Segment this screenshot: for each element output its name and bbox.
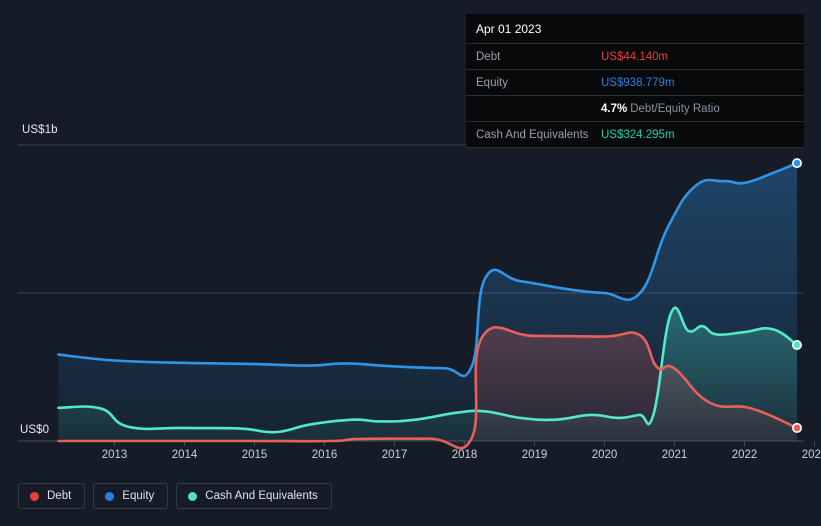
legend-label: Cash And Equivalents [205, 490, 318, 502]
tooltip-cash-label: Cash And Equivalents [476, 128, 589, 141]
legend-label: Debt [47, 490, 72, 502]
tooltip-date: Apr 01 2023 [466, 14, 804, 44]
legend-dot-icon [105, 491, 115, 501]
tooltip-ratio-label: Debt/Equity Ratio [630, 102, 720, 115]
legend-label: Equity [122, 490, 155, 502]
tooltip-equity-value: US$938.779m [601, 76, 675, 89]
legend-item-equity[interactable]: Equity [93, 483, 169, 509]
tooltip-ratio: 4.7% Debt/Equity Ratio [601, 103, 720, 115]
x-axis-tick-2023: 2023 [801, 449, 821, 461]
x-axis-tick-2013: 2013 [101, 449, 128, 461]
tooltip-row-equity: Equity US$938.779m [466, 70, 804, 96]
x-axis-tick-2022: 2022 [731, 449, 758, 461]
y-axis-top-label: US$1b [22, 124, 58, 136]
legend-item-debt[interactable]: Debt [18, 483, 86, 509]
legend-dot-icon [188, 491, 198, 501]
chart-tooltip: Apr 01 2023 Debt US$44.140m Equity US$93… [466, 14, 804, 148]
tooltip-row-ratio: 4.7% Debt/Equity Ratio [466, 96, 804, 122]
x-axis-tick-2021: 2021 [661, 449, 688, 461]
tooltip-debt-label: Debt [476, 50, 501, 63]
tooltip-equity-label: Equity [476, 76, 508, 89]
legend-item-cash-and-equivalents[interactable]: Cash And Equivalents [176, 483, 332, 509]
tooltip-cash-value: US$324.295m [601, 128, 675, 141]
tooltip-debt-value: US$44.140m [601, 50, 669, 63]
x-axis-tick-2017: 2017 [381, 449, 408, 461]
x-axis-tick-2019: 2019 [521, 449, 548, 461]
chart-legend: Debt Equity Cash And Equivalents [18, 483, 332, 509]
x-axis-tick-2016: 2016 [311, 449, 338, 461]
x-axis-labels: 2013 2014 2015 2016 2017 2018 2019 2020 2021 2022… [0, 449, 821, 469]
y-axis-zero-label: US$0 [20, 424, 50, 436]
chart-plot-area[interactable] [0, 0, 821, 473]
tooltip-ratio-value: 4.7% [601, 102, 628, 115]
x-axis-tick-2014: 2014 [171, 449, 198, 461]
x-axis-tick-2018: 2018 [451, 449, 478, 461]
legend-dot-icon [30, 491, 39, 501]
x-axis-tick-2015: 2015 [241, 449, 268, 461]
tooltip-row-cash: Cash And Equivalents US$324.295m [466, 122, 804, 148]
tooltip-row-debt: Debt US$44.140m [466, 44, 804, 70]
x-axis-tick-2020: 2020 [591, 449, 618, 461]
financial-area-chart [18, 144, 815, 450]
